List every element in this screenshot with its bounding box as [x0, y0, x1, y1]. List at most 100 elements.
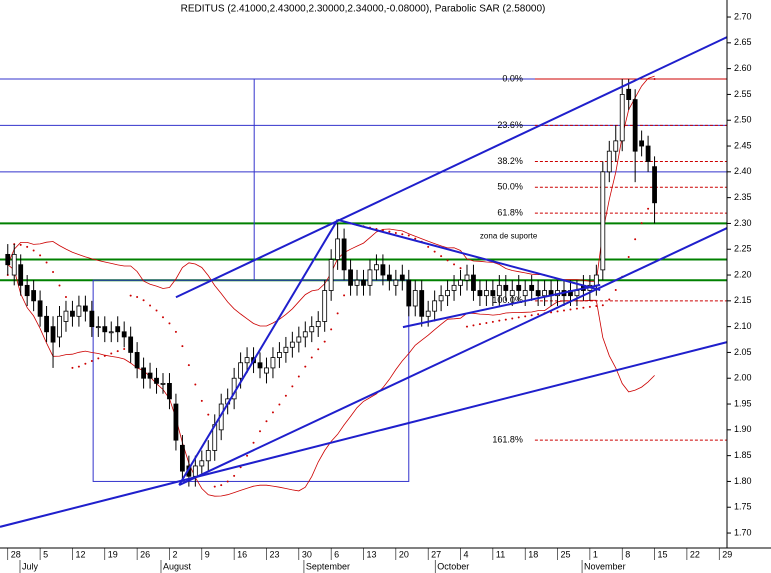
- sar-dot: [259, 430, 262, 433]
- x-tick-label: 30: [302, 549, 312, 559]
- sar-dot: [207, 413, 210, 416]
- fib-label: 0.0%: [502, 73, 523, 83]
- month-label: August: [163, 561, 192, 571]
- sar-dot: [601, 304, 604, 307]
- sar-dot: [459, 267, 462, 270]
- sar-dot: [524, 315, 527, 318]
- sar-dot: [388, 230, 391, 233]
- sar-dot: [19, 243, 22, 246]
- candle-body: [477, 290, 483, 297]
- y-tick-label: 2.60: [734, 63, 752, 73]
- sar-dot: [155, 309, 158, 312]
- sar-dot: [433, 250, 436, 253]
- candle-body: [412, 290, 418, 307]
- sar-dot: [161, 316, 164, 319]
- candle-body: [95, 326, 101, 329]
- x-tick-label: 26: [140, 549, 150, 559]
- candle-body: [496, 284, 502, 297]
- candle-body: [44, 315, 49, 333]
- sar-dot: [498, 319, 501, 322]
- y-tick-label: 2.40: [734, 166, 752, 176]
- sar-dot: [588, 305, 591, 308]
- fib-label: 161.8%: [492, 435, 523, 445]
- bollinger-band: [7, 264, 655, 497]
- sar-dot: [291, 385, 294, 388]
- candle-body: [199, 460, 205, 467]
- sar-dot: [181, 345, 184, 348]
- x-tick-label: 8: [625, 549, 630, 559]
- y-tick-label: 2.45: [734, 140, 752, 150]
- x-tick-label: 23: [269, 549, 279, 559]
- sar-dot: [310, 356, 313, 359]
- y-tick-label: 1.90: [734, 424, 752, 434]
- sar-dot: [440, 255, 443, 258]
- sar-dot: [26, 245, 29, 248]
- sar-dot: [453, 263, 456, 266]
- fib-label: 100.0%: [492, 295, 523, 305]
- month-label: November: [584, 561, 626, 571]
- candle-body: [24, 284, 30, 297]
- fib-label: 38.2%: [497, 156, 523, 166]
- x-tick-label: 15: [658, 549, 668, 559]
- sar-dot: [323, 340, 326, 343]
- sar-dot: [142, 299, 145, 302]
- candle-body: [328, 259, 334, 291]
- candle-body: [458, 279, 463, 286]
- x-tick-label: 27: [431, 549, 441, 559]
- x-tick-label: 12: [75, 549, 85, 559]
- fib-label: 23.6%: [497, 120, 523, 130]
- sar-dot: [569, 308, 572, 311]
- candle-body: [147, 372, 153, 379]
- candle-body: [63, 310, 69, 322]
- trendline: [337, 218, 601, 291]
- candle-body: [341, 238, 347, 271]
- candle-body: [89, 310, 95, 328]
- candle-body: [535, 290, 541, 297]
- y-tick-label: 1.80: [734, 476, 752, 486]
- sar-dot: [129, 294, 132, 297]
- y-tick-label: 2.00: [734, 373, 752, 383]
- candle-body: [509, 290, 515, 297]
- x-tick-label: 4: [464, 549, 469, 559]
- sar-dot: [478, 323, 481, 326]
- candle-body: [296, 336, 302, 343]
- candle-body: [490, 290, 496, 297]
- candle-body: [542, 290, 548, 297]
- sar-dot: [608, 298, 611, 301]
- sar-dot: [491, 320, 494, 323]
- x-tick-label: 22: [690, 549, 700, 559]
- candle-body: [354, 279, 360, 286]
- candle-body: [632, 99, 638, 152]
- sar-dot: [110, 352, 113, 355]
- x-tick-label: 16: [237, 549, 247, 559]
- x-tick-label: 19: [108, 549, 118, 559]
- sar-dot: [252, 441, 255, 444]
- candle-body: [374, 264, 379, 271]
- sar-dot: [278, 403, 281, 406]
- sar-dot: [401, 233, 404, 236]
- candle-body: [82, 305, 88, 312]
- sar-dot: [213, 485, 216, 488]
- sar-dot: [265, 420, 268, 423]
- y-tick-label: 2.15: [734, 295, 752, 305]
- candle-body: [393, 279, 399, 286]
- sar-dot: [103, 354, 106, 357]
- sar-dot: [194, 383, 197, 386]
- y-tick-label: 2.70: [734, 11, 752, 21]
- candle-body: [522, 290, 528, 297]
- trendline: [178, 227, 728, 486]
- candle-body: [102, 326, 108, 333]
- sar-dot: [634, 238, 637, 241]
- sar-dot: [407, 234, 410, 237]
- sar-dot: [614, 288, 617, 291]
- sar-dot: [517, 316, 520, 319]
- y-tick-label: 2.20: [734, 269, 752, 279]
- candle-body: [257, 362, 263, 369]
- candle-body: [471, 274, 476, 291]
- candle-body: [70, 310, 75, 317]
- candle-body: [160, 382, 166, 385]
- sar-dot: [136, 296, 139, 299]
- candle-body: [361, 279, 366, 286]
